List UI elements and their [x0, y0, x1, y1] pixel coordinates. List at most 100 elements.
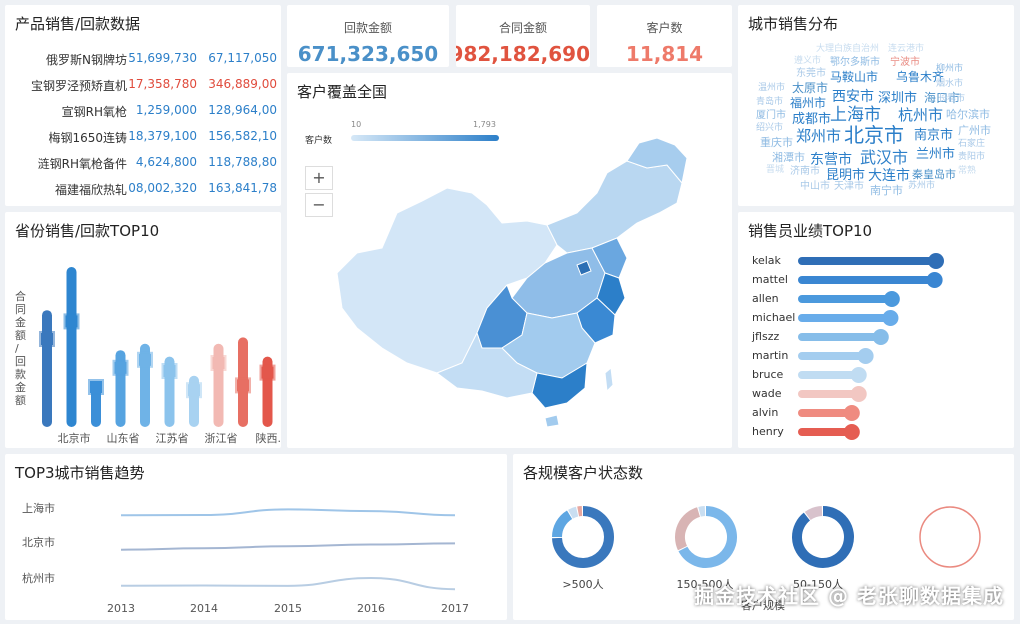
city-word[interactable]: 大理白族自治州 — [816, 44, 880, 54]
city-word[interactable]: 常熟 — [958, 166, 977, 176]
product-collection-value: 17,358,780 — [128, 77, 197, 91]
product-row[interactable]: 梅钢1650连铸 18,379,100 156,582,10 — [5, 129, 281, 155]
donut-slice[interactable] — [552, 506, 614, 568]
donut-slice[interactable] — [678, 506, 737, 568]
map-title: 客户覆盖全国 — [297, 83, 388, 101]
city-word[interactable]: 南宁市 — [870, 184, 903, 197]
donut-ring[interactable] — [919, 506, 981, 568]
city-word[interactable]: 苏州市 — [908, 181, 936, 191]
city-word[interactable]: 烟水市 — [936, 79, 964, 89]
city-word[interactable]: 鄂尔多斯市 — [830, 57, 880, 68]
city-word[interactable]: 济南市 — [790, 166, 820, 177]
rep-bar-end[interactable] — [850, 367, 867, 383]
map-region-west — [336, 187, 558, 374]
rep-bar-end[interactable] — [843, 405, 860, 421]
city-word[interactable]: 绍兴市 — [756, 123, 784, 133]
rep-bar-end[interactable] — [883, 291, 900, 307]
map-legend-gradient[interactable] — [351, 135, 499, 141]
rep-bar[interactable] — [798, 295, 892, 303]
city-word[interactable]: 乌鲁木齐 — [896, 70, 945, 84]
province-bar[interactable] — [66, 267, 77, 427]
province-bar[interactable] — [42, 310, 52, 427]
map-legend-max: 1,793 — [473, 120, 496, 129]
city-word[interactable]: 厦门市 — [756, 110, 786, 121]
rep-bar[interactable] — [798, 333, 881, 341]
province-xtick: 江苏省 — [156, 432, 189, 445]
rep-bar[interactable] — [798, 428, 852, 436]
city-word[interactable]: 郑州市 — [796, 127, 842, 145]
city-word[interactable]: 北京市 — [844, 123, 904, 147]
city-word[interactable]: 武汉市 — [860, 148, 909, 167]
city-word[interactable]: 重庆市 — [760, 136, 793, 149]
city-word[interactable]: 晋城 — [766, 165, 785, 175]
donut-slice[interactable] — [792, 506, 854, 568]
zoom-in-button[interactable]: + — [305, 166, 333, 190]
city-word[interactable]: 福州市 — [790, 96, 827, 110]
city-word[interactable]: 石家庄 — [958, 139, 986, 149]
city-word[interactable]: 遵义市 — [794, 56, 822, 66]
product-row[interactable]: 福建福欣热轧 08,002,320 163,841,78 — [5, 181, 281, 206]
rep-bar[interactable] — [798, 352, 866, 360]
donut-slice[interactable] — [675, 507, 701, 551]
city-word[interactable]: 秦皇岛市 — [912, 168, 956, 181]
trend-line[interactable] — [120, 542, 456, 551]
rep-bar[interactable] — [798, 409, 852, 417]
city-word[interactable]: 马鞍山市 — [830, 70, 879, 84]
product-row[interactable]: 宝钢罗泾预矫直机 17,358,780 346,889,00 — [5, 77, 281, 103]
city-word[interactable]: 东莞市 — [796, 68, 826, 79]
trend-line[interactable] — [120, 508, 456, 517]
city-word[interactable]: 长春市 — [938, 94, 966, 104]
city-word[interactable]: 成都市 — [792, 112, 832, 127]
rep-bar[interactable] — [798, 371, 859, 379]
city-word[interactable]: 柳州市 — [936, 64, 964, 74]
rep-bar-end[interactable] — [872, 329, 889, 345]
city-word[interactable]: 南京市 — [914, 128, 954, 143]
rep-bar-end[interactable] — [857, 348, 874, 364]
city-word[interactable]: 昆明市 — [826, 168, 866, 183]
city-word[interactable]: 上海市 — [830, 105, 881, 125]
donut-slice[interactable] — [698, 506, 706, 517]
city-word[interactable]: 中山市 — [800, 181, 830, 192]
trend-line[interactable] — [120, 576, 456, 591]
city-word[interactable]: 海口市 — [924, 91, 961, 105]
donut-slice[interactable] — [568, 506, 579, 519]
city-word[interactable]: 西安市 — [832, 89, 874, 105]
rep-bar-end[interactable] — [928, 253, 944, 269]
city-word[interactable]: 连云港市 — [888, 44, 925, 54]
province-bar-chart[interactable]: 北京市 山东省 江苏省 浙江省 陕西.. — [5, 212, 281, 448]
city-word[interactable]: 深圳市 — [878, 91, 918, 106]
city-word[interactable]: 天津市 — [834, 181, 864, 192]
city-word[interactable]: 广州市 — [958, 124, 991, 137]
rep-bar-end[interactable] — [926, 272, 943, 288]
city-word[interactable]: 贵阳市 — [958, 152, 986, 162]
china-map[interactable] — [287, 73, 732, 448]
product-row[interactable]: 宣钢RH氧枪 1,259,000 128,964,00 — [5, 103, 281, 129]
rep-bar-end[interactable] — [843, 424, 860, 440]
rep-bar[interactable] — [798, 257, 936, 265]
city-word[interactable]: 湘潭市 — [772, 151, 805, 164]
city-word[interactable]: 东营市 — [810, 152, 852, 168]
city-word[interactable]: 太原市 — [792, 81, 829, 95]
product-row[interactable]: 涟钢RH氧枪备件 4,624,800 118,788,80 — [5, 155, 281, 181]
zoom-out-button[interactable]: − — [305, 193, 333, 217]
city-word[interactable]: 大连市 — [868, 168, 910, 184]
donut-slice[interactable] — [804, 506, 823, 521]
rep-bar-end[interactable] — [850, 386, 867, 402]
rep-bar[interactable] — [798, 314, 891, 322]
city-word[interactable]: 兰州市 — [916, 147, 956, 162]
donut-slice[interactable] — [552, 510, 573, 538]
rep-bar-end[interactable] — [882, 310, 899, 326]
city-word[interactable]: 青岛市 — [756, 97, 784, 107]
city-word[interactable]: 杭州市 — [898, 106, 944, 124]
rep-bar[interactable] — [798, 276, 935, 284]
map-region-guangdong — [531, 362, 588, 409]
city-word[interactable]: 温州市 — [758, 83, 786, 93]
product-row[interactable]: 俄罗斯N钢牌坊 51,699,730 67,117,050 — [5, 51, 281, 77]
sales-rep-bar-chart[interactable] — [738, 212, 1014, 448]
city-word[interactable]: 宁波市 — [890, 57, 920, 68]
customer-status-donuts[interactable] — [513, 454, 1014, 620]
city-word[interactable]: 哈尔滨市 — [946, 108, 990, 121]
rep-bar[interactable] — [798, 390, 859, 398]
map-region-east — [591, 237, 628, 279]
